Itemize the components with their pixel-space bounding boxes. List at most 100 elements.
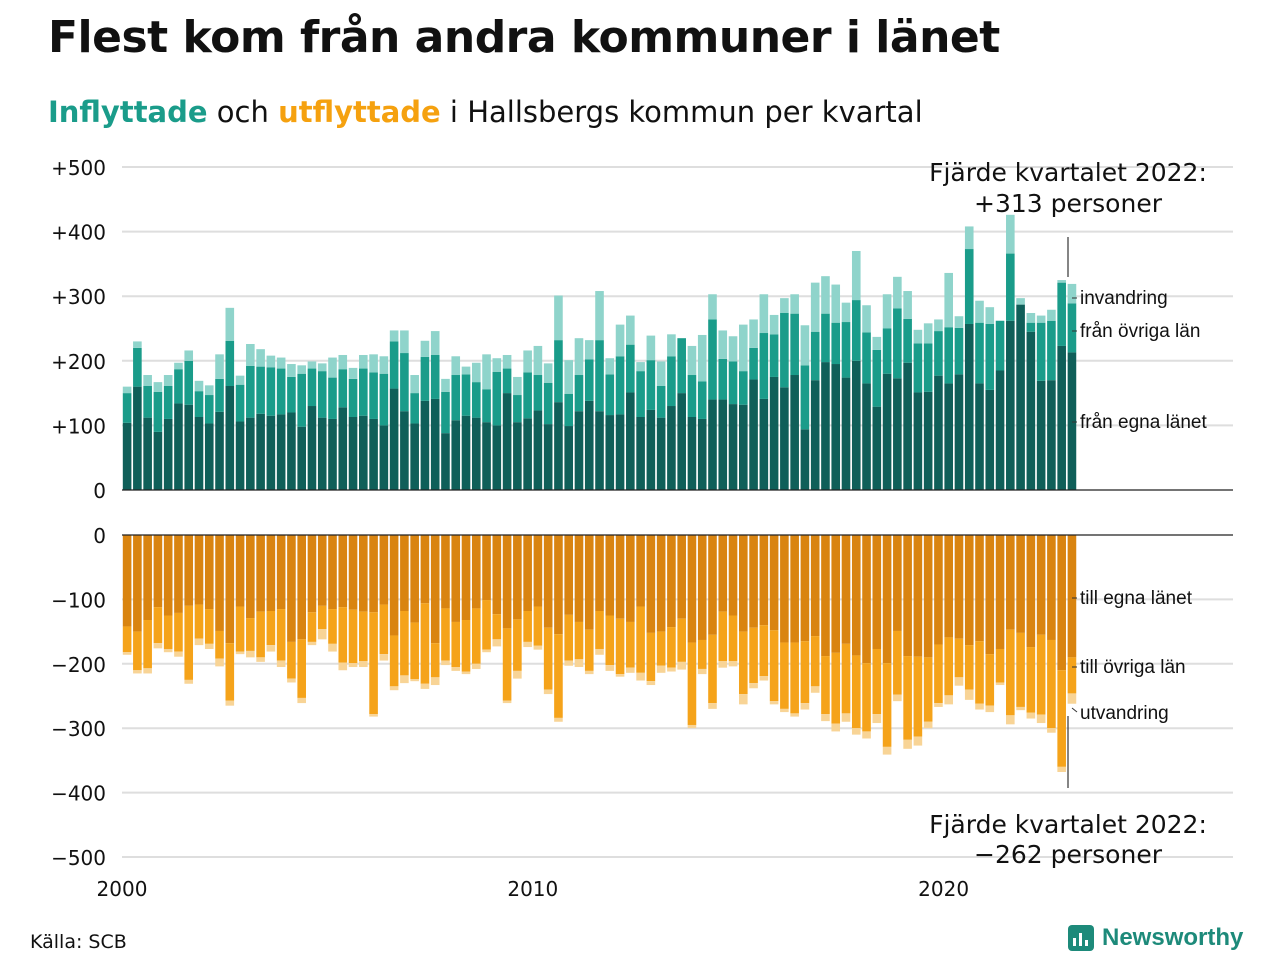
bar-out-other-counties bbox=[502, 628, 512, 701]
bar-out-other-counties bbox=[913, 656, 923, 737]
bar-out-other-counties bbox=[656, 631, 666, 666]
bar-out-emigration bbox=[389, 686, 399, 691]
bar-in-other-counties bbox=[143, 385, 152, 418]
bar-in-immigration bbox=[451, 356, 461, 376]
bar-in-other-counties bbox=[923, 343, 933, 392]
bar-in-own-county bbox=[1057, 345, 1066, 490]
bar-in-other-counties bbox=[389, 341, 399, 389]
bar-out-own-county bbox=[430, 535, 440, 644]
bar-in-immigration bbox=[410, 375, 419, 394]
label-till-egna-lanet: till egna länet bbox=[1080, 588, 1193, 609]
bar-in-other-counties bbox=[513, 395, 522, 423]
bar-in-own-county bbox=[194, 417, 204, 490]
bar-out-emigration bbox=[533, 645, 543, 650]
bar-out-emigration bbox=[728, 661, 738, 667]
bar-out-emigration bbox=[513, 670, 522, 679]
bar-out-emigration bbox=[903, 739, 912, 749]
bar-in-other-counties bbox=[862, 332, 871, 384]
bar-in-other-counties bbox=[133, 347, 142, 387]
bar-out-other-counties bbox=[225, 643, 235, 701]
bar-out-other-counties bbox=[348, 609, 358, 664]
bar-out-own-county bbox=[194, 535, 204, 605]
bar-in-own-county bbox=[728, 404, 738, 490]
bar-in-own-county bbox=[708, 399, 717, 490]
bar-in-immigration bbox=[543, 363, 553, 383]
bar-in-own-county bbox=[276, 414, 286, 490]
bar-in-immigration bbox=[790, 294, 799, 314]
bar-in-other-counties bbox=[913, 343, 923, 393]
bar-in-own-county bbox=[492, 425, 502, 490]
bar-in-other-counties bbox=[749, 347, 758, 380]
bar-in-own-county bbox=[687, 417, 697, 490]
bar-out-other-counties bbox=[995, 648, 1005, 683]
bar-in-other-counties bbox=[995, 320, 1005, 371]
bar-in-other-counties bbox=[338, 369, 348, 408]
bar-in-other-counties bbox=[626, 344, 635, 393]
bar-out-own-county bbox=[605, 535, 615, 616]
bar-in-immigration bbox=[215, 354, 224, 379]
bar-in-own-county bbox=[256, 413, 265, 490]
bar-in-own-county bbox=[574, 411, 584, 490]
bar-in-immigration bbox=[564, 360, 574, 394]
bar-out-other-counties bbox=[153, 607, 163, 644]
bar-out-other-counties bbox=[934, 644, 943, 704]
bar-in-immigration bbox=[338, 354, 348, 370]
bar-out-emigration bbox=[338, 662, 348, 671]
bar-in-immigration bbox=[964, 226, 974, 250]
bar-in-other-counties bbox=[348, 378, 358, 418]
bar-out-own-county bbox=[677, 535, 686, 619]
bar-out-emigration bbox=[985, 705, 995, 713]
bar-in-other-counties bbox=[954, 327, 964, 375]
bar-out-own-county bbox=[893, 535, 902, 631]
bar-out-own-county bbox=[749, 535, 758, 628]
bar-out-other-counties bbox=[687, 642, 697, 725]
bar-out-own-county bbox=[718, 535, 728, 612]
bar-out-emigration bbox=[780, 708, 789, 713]
bar-in-immigration bbox=[1036, 315, 1046, 323]
bar-in-other-counties bbox=[471, 382, 481, 418]
bar-out-own-county bbox=[564, 535, 574, 615]
bar-in-other-counties bbox=[441, 391, 450, 434]
bar-in-other-counties bbox=[307, 368, 317, 407]
bar-out-emigration bbox=[1026, 712, 1036, 719]
bar-out-other-counties bbox=[872, 648, 882, 715]
bar-out-emigration bbox=[266, 645, 276, 652]
bar-in-other-counties bbox=[1067, 303, 1077, 353]
bar-out-other-counties bbox=[359, 611, 368, 662]
bar-out-own-county bbox=[780, 535, 789, 643]
bar-in-immigration bbox=[225, 307, 235, 341]
bar-in-other-counties bbox=[430, 354, 440, 399]
bar-in-immigration bbox=[728, 336, 738, 362]
bar-in-immigration bbox=[851, 250, 861, 301]
bar-in-own-county bbox=[810, 380, 820, 490]
bar-out-emigration bbox=[841, 713, 851, 722]
bar-out-other-counties bbox=[543, 627, 553, 690]
bar-in-other-counties bbox=[122, 393, 132, 423]
bar-out-own-county bbox=[574, 535, 584, 622]
bar-in-other-counties bbox=[800, 365, 810, 430]
bar-in-immigration bbox=[810, 282, 820, 332]
bar-in-own-county bbox=[677, 393, 686, 490]
bar-in-other-counties bbox=[759, 333, 769, 399]
bar-in-immigration bbox=[482, 354, 491, 390]
bar-out-other-counties bbox=[235, 606, 245, 652]
bar-out-own-county bbox=[379, 535, 389, 605]
bar-out-other-counties bbox=[430, 643, 440, 678]
bar-out-emigration bbox=[225, 700, 235, 706]
bar-in-own-county bbox=[410, 423, 419, 490]
bar-in-immigration bbox=[441, 378, 450, 392]
bar-out-own-county bbox=[287, 535, 296, 642]
bar-out-emigration bbox=[769, 701, 779, 705]
bar-in-other-counties bbox=[667, 356, 676, 407]
y-tick-label-bottom: −400 bbox=[51, 782, 106, 806]
bar-in-other-counties bbox=[564, 393, 574, 427]
annotation-bottom-line1: Fjärde kvartalet 2022: bbox=[929, 810, 1207, 839]
chart-subtitle: Inflyttade och utflyttade i Hallsbergs k… bbox=[48, 95, 923, 129]
bar-out-emigration bbox=[297, 697, 306, 704]
bar-in-other-counties bbox=[410, 393, 419, 424]
bar-out-own-county bbox=[513, 535, 522, 620]
bar-out-own-county bbox=[626, 535, 635, 622]
chart-title: Flest kom från andra kommuner i länet bbox=[48, 12, 1000, 63]
brand-label: Newsworthy bbox=[1102, 924, 1244, 951]
bar-out-own-county bbox=[451, 535, 461, 622]
